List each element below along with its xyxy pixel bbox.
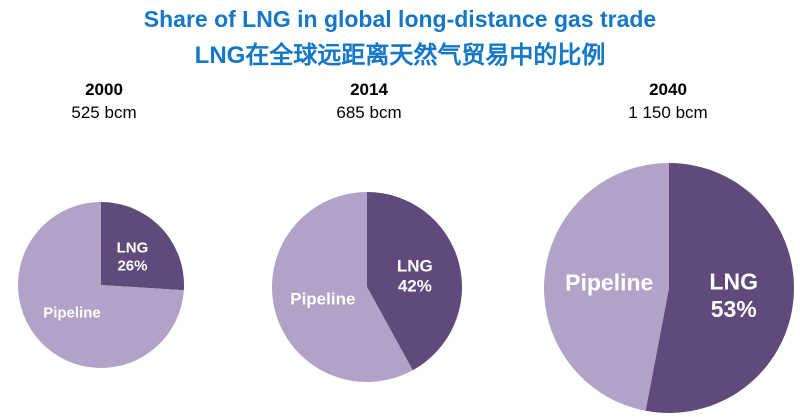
chart-title-english: Share of LNG in global long-distance gas… <box>143 6 657 32</box>
chart-title-chinese: LNG在全球远距离天然气贸易中的比例 <box>194 42 606 69</box>
pie-label-lng-name: LNG <box>397 256 433 275</box>
pie-label-lng-pct: 53% <box>711 296 757 322</box>
pie-label-pipeline: Pipeline <box>290 289 355 308</box>
volume-label: 685 bcm <box>336 103 402 122</box>
pie-label-lng-name: LNG <box>117 239 149 256</box>
column-header-2000: 2000 525 bcm <box>71 78 136 124</box>
pie-slice-pipeline <box>17 202 184 368</box>
pie-label-lng-name: LNG <box>709 269 758 295</box>
pie-chart-2014: LNG 42% Pipeline <box>272 192 463 382</box>
pie-label-pipeline: Pipeline <box>43 305 101 322</box>
year-label: 2040 <box>649 80 687 99</box>
year-label: 2014 <box>350 80 388 99</box>
pie-label-lng-pct: 26% <box>117 257 147 274</box>
volume-label: 1 150 bcm <box>628 103 708 122</box>
column-header-2014: 2014 685 bcm <box>336 78 401 124</box>
pie-slice-lng <box>645 163 794 413</box>
pie-slice-lng <box>101 202 184 291</box>
year-label: 2000 <box>85 80 123 99</box>
column-header-2040: 2040 1 150 bcm <box>628 78 707 124</box>
pie-slice-pipeline <box>272 192 413 382</box>
pie-slice-pipeline <box>543 163 669 411</box>
pie-label-lng-pct: 42% <box>398 277 432 296</box>
pie-slice-lng <box>367 192 463 371</box>
pie-label-pipeline: Pipeline <box>565 269 653 295</box>
volume-label: 525 bcm <box>71 103 137 122</box>
